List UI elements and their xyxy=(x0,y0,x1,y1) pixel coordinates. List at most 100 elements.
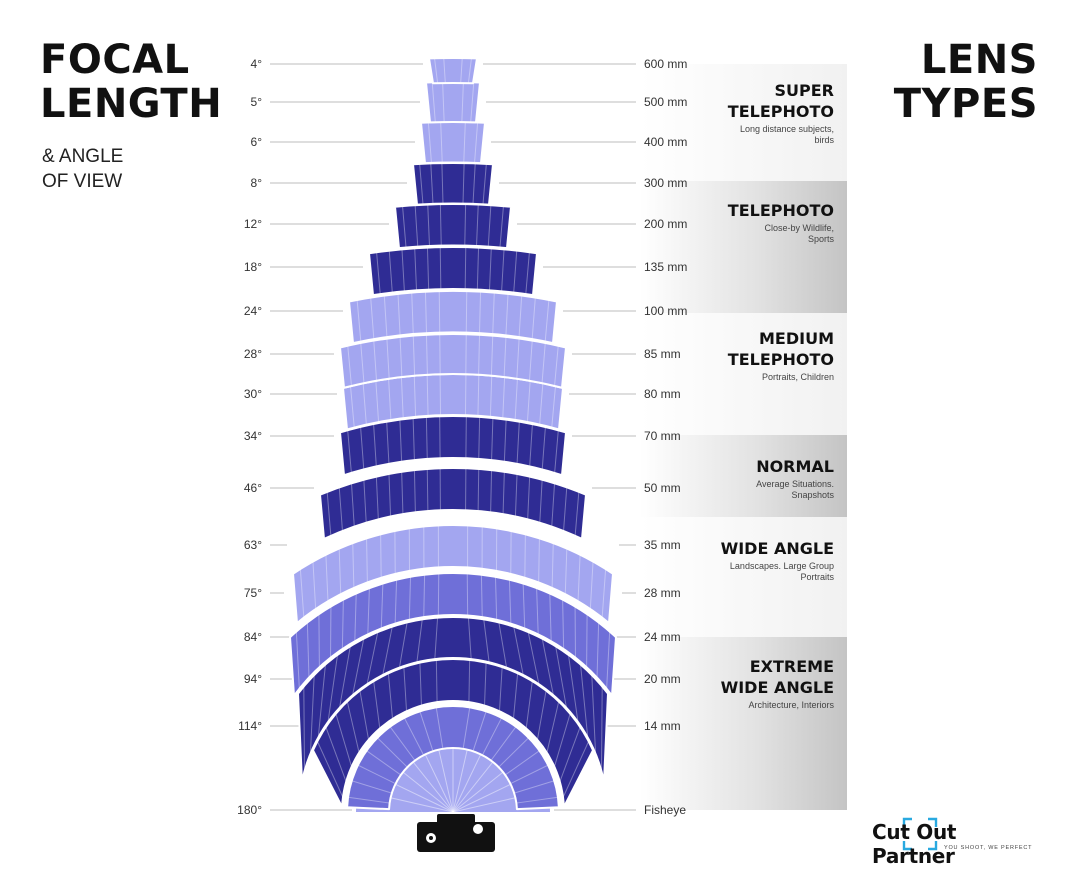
row-labels: 4° 600 mm 5° 500 mm 6° 400 mm 8° 300 mm 12° 200 m… xyxy=(237,57,687,817)
segment-ray xyxy=(363,479,367,523)
lens-type-name: EXTREME WIDE ANGLE xyxy=(720,657,834,697)
segment-ray xyxy=(538,538,540,583)
segment-ray xyxy=(401,471,404,515)
focal-length-label: 20 mm xyxy=(644,672,681,686)
segment-ray xyxy=(504,750,540,776)
segment-ray xyxy=(481,717,503,756)
angle-segment-5 xyxy=(368,246,538,297)
segment-ray xyxy=(380,534,382,578)
lens-type-bands xyxy=(640,64,847,810)
segment-ray xyxy=(398,622,408,668)
segment-ray xyxy=(518,295,523,338)
lens-band-3 xyxy=(640,435,847,517)
angle-label: 5° xyxy=(251,95,263,109)
segment-ray xyxy=(412,418,415,461)
focal-length-label: Fisheye xyxy=(644,803,686,817)
segment-ray xyxy=(553,713,571,767)
segment-ray xyxy=(438,291,441,333)
segment-ray xyxy=(362,383,367,425)
focal-length-title: FOCAL LENGTH xyxy=(40,38,222,126)
segment-ray xyxy=(341,599,344,650)
segment-ray xyxy=(443,58,446,84)
focal-length-label: 400 mm xyxy=(644,135,687,149)
brand-logo: Cut Out Partner YOU SHOOT, WE PERFECT xyxy=(872,817,1042,868)
segment-ray xyxy=(402,206,407,248)
segment-ray xyxy=(339,646,351,708)
segment-ray xyxy=(514,780,555,794)
segment-ray xyxy=(544,299,550,342)
segment-ray xyxy=(442,82,445,123)
angle-label: 12° xyxy=(244,217,262,231)
segment-ray xyxy=(529,424,533,467)
segment-ray xyxy=(525,252,530,295)
segment-ray xyxy=(382,626,393,676)
angle-of-view-subtitle: & ANGLE OF VIEW xyxy=(42,144,123,194)
segment-ray xyxy=(394,579,398,624)
segment-ray xyxy=(513,250,518,293)
segment-ray xyxy=(536,588,539,635)
focal-length-label: 35 mm xyxy=(644,538,681,552)
leader-lines xyxy=(270,63,636,811)
segment-ray xyxy=(326,491,332,536)
segment-ray xyxy=(476,204,479,247)
angle-segment-11 xyxy=(292,524,614,625)
segment-ray xyxy=(461,82,464,123)
segment-ray xyxy=(551,483,556,527)
segment-ray xyxy=(380,583,384,629)
segment-ray xyxy=(508,579,512,624)
angle-segment-6 xyxy=(348,290,558,345)
focal-length-label: 24 mm xyxy=(644,630,681,644)
right-title-line-1: LENS xyxy=(920,37,1038,83)
segment-ray xyxy=(360,342,365,384)
lens-type-description: Close-by Wildlife, Sports xyxy=(764,223,834,244)
segment-ray xyxy=(555,646,567,708)
angle-label: 18° xyxy=(244,260,262,274)
segment-ray xyxy=(419,662,422,706)
segment-ray xyxy=(388,378,392,420)
segment-ray xyxy=(478,291,482,334)
angle-segment-3 xyxy=(412,162,494,206)
segment-ray xyxy=(388,473,392,517)
segment-ray xyxy=(563,487,568,531)
segment-ray xyxy=(460,58,463,84)
segment-ray xyxy=(347,796,390,804)
segment-ray xyxy=(375,476,379,520)
segment-ray xyxy=(408,576,412,620)
segment-ray xyxy=(366,631,379,685)
lens-type-name: MEDIUM TELEPHOTO xyxy=(727,329,834,369)
segment-ray xyxy=(439,247,442,290)
segment-ray xyxy=(489,375,493,417)
segment-ray xyxy=(434,617,439,660)
lens-type-name: SUPER TELEPHOTO xyxy=(727,81,834,121)
segment-ray xyxy=(413,470,416,513)
segment-ray xyxy=(370,297,375,340)
segment-ray xyxy=(554,430,559,473)
segment-ray xyxy=(483,619,490,663)
segment-ray xyxy=(356,299,362,342)
segment-ray xyxy=(503,336,507,378)
segment-ray xyxy=(388,250,393,293)
segment-ray xyxy=(423,574,426,618)
segment-ray xyxy=(350,386,355,428)
logo-tagline: YOU SHOOT, WE PERFECT xyxy=(944,845,1033,851)
segment-ray xyxy=(412,335,416,376)
segment-ray xyxy=(502,471,505,515)
lens-type-name: NORMAL xyxy=(756,457,834,476)
segment-ray xyxy=(426,247,430,290)
lens-band-1 xyxy=(640,181,847,313)
segment-ray xyxy=(383,295,388,338)
segment-ray xyxy=(554,345,559,386)
segment-ray xyxy=(351,780,392,794)
segment-ray xyxy=(338,487,343,531)
focal-length-label: 135 mm xyxy=(644,260,687,274)
segment-ray xyxy=(373,681,381,729)
right-title-line-2: TYPES xyxy=(893,81,1038,127)
angle-label: 6° xyxy=(251,135,263,149)
segment-ray xyxy=(541,426,546,470)
lens-band-5 xyxy=(640,637,847,810)
focal-length-label: 85 mm xyxy=(644,347,681,361)
segment-ray xyxy=(387,673,394,719)
segment-ray xyxy=(498,622,508,668)
segment-ray xyxy=(430,163,434,204)
segment-ray xyxy=(373,340,378,381)
